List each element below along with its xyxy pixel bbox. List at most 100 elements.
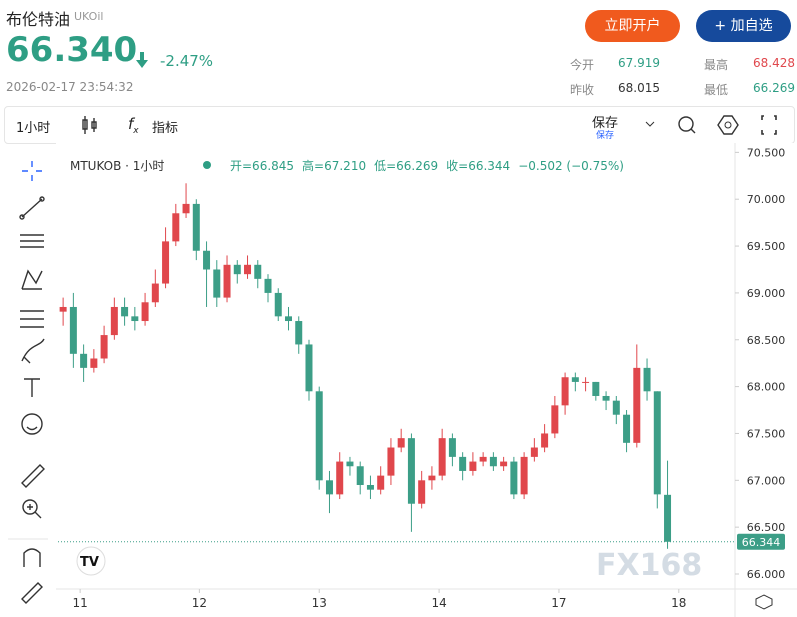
candle-body: [602, 395, 610, 401]
y-tick-label: 70.500: [747, 146, 786, 159]
stat-label: 今开: [570, 58, 595, 72]
candle-body: [100, 335, 108, 359]
stat-label: 最低: [704, 83, 729, 97]
candle-body: [489, 456, 497, 467]
toolbar-icons[interactable]: [640, 112, 790, 138]
instrument-name: 布伦特油: [6, 10, 71, 29]
candle-body: [664, 494, 672, 542]
candle-body: [438, 438, 446, 476]
status-dot: [203, 161, 211, 169]
candle-body: [162, 241, 170, 284]
candle-body: [59, 306, 67, 312]
interval-button[interactable]: 1小时: [16, 121, 51, 136]
candle-body: [551, 405, 559, 434]
indicators-button[interactable]: 指标: [152, 121, 179, 136]
y-tick-label: 69.000: [747, 287, 786, 300]
candle-body: [172, 213, 180, 242]
candle-body: [479, 456, 487, 462]
candle-body: [407, 438, 415, 504]
candle-body: [448, 438, 456, 457]
chart-background: [56, 143, 797, 617]
candle-body: [428, 475, 436, 481]
candle-body: [315, 391, 323, 481]
candle-body: [520, 456, 528, 495]
ohlc-label: 低=66.269: [374, 159, 438, 173]
candle-body: [80, 353, 88, 368]
candle-body: [356, 466, 364, 485]
candle-body: [653, 391, 661, 495]
add-watchlist-button[interactable]: + 加自选: [696, 10, 791, 42]
candle-body: [541, 433, 549, 448]
ohlc-label: −0.502 (−0.75%): [518, 159, 624, 173]
candle-body: [192, 203, 200, 251]
candle-body: [530, 447, 538, 457]
down-arrow: [136, 52, 148, 68]
candle-body: [223, 264, 231, 298]
candle-body: [623, 414, 631, 443]
candle-body: [233, 264, 241, 275]
timestamp: 2026-02-17 23:54:32: [6, 80, 134, 94]
series-name: MTUKOB · 1小时: [70, 159, 164, 173]
stat-label: 昨收: [570, 83, 595, 97]
watermark: FX168: [596, 548, 702, 583]
tv-logo[interactable]: [76, 546, 106, 576]
candlestick-chart[interactable]: MTUKOB · 1小时 FX168 TV 开=66.845 高=67.210 低=…: [56, 143, 797, 617]
candle-body: [592, 381, 600, 396]
save-sub: 保存: [596, 131, 615, 141]
candle-body: [295, 321, 303, 345]
candle-body: [500, 461, 508, 467]
indicator-icon[interactable]: fx: [128, 115, 139, 136]
candle-body: [69, 306, 77, 354]
y-tick-label: 67.000: [747, 474, 786, 487]
y-tick-label: 66.500: [747, 521, 786, 534]
instrument-symbol: UKOil: [74, 10, 104, 23]
x-tick-label: 13: [312, 596, 327, 610]
ohlc-label: 收=66.344: [446, 159, 510, 173]
candle-body: [561, 377, 569, 406]
ohlc-label: 开=66.845: [230, 159, 294, 173]
candle-body: [612, 400, 620, 415]
candle-body: [510, 461, 518, 495]
settings-icon[interactable]: [755, 594, 773, 610]
candle-body: [151, 283, 159, 303]
x-tick-label: 12: [192, 596, 207, 610]
candle-body: [110, 306, 118, 336]
last-price-label: 66.344: [742, 536, 781, 549]
candle-body: [418, 480, 426, 504]
candle-body: [213, 269, 221, 298]
candle-body: [582, 381, 590, 383]
candle-body: [336, 461, 344, 495]
candle-body: [305, 344, 313, 392]
y-tick-label: 68.000: [747, 381, 786, 394]
drawing-toolbar[interactable]: [0, 143, 56, 617]
candle-body: [121, 306, 129, 317]
candle-body: [284, 316, 292, 322]
stat-value: 66.269: [753, 81, 795, 95]
x-tick-label: 11: [72, 596, 87, 610]
candle-body: [203, 250, 211, 270]
candle-body: [387, 447, 395, 476]
candle-body: [469, 461, 477, 471]
ohlc-label: 高=67.210: [302, 158, 366, 173]
candle-body: [244, 264, 252, 275]
candle-body: [459, 456, 467, 471]
candle-body: [633, 367, 641, 443]
candle-body: [325, 480, 333, 495]
candle-body: [377, 475, 385, 490]
price: 66.340: [6, 30, 138, 70]
open-account-button[interactable]: 立即开户: [585, 10, 680, 42]
candle-body: [366, 484, 374, 490]
stat-value: 68.428: [753, 56, 795, 70]
chart-type-button[interactable]: [80, 114, 100, 136]
candle-body: [141, 302, 149, 322]
y-tick-label: 69.500: [747, 240, 786, 253]
candle-body: [182, 203, 190, 214]
x-tick-label: 18: [671, 596, 686, 610]
save-button[interactable]: 保存: [592, 116, 619, 131]
candle-body: [274, 292, 282, 317]
x-tick-label: 17: [551, 596, 566, 610]
y-tick-label: 67.500: [747, 427, 786, 440]
y-tick-label: 66.000: [747, 568, 786, 581]
stat-value: 67.919: [618, 56, 660, 70]
